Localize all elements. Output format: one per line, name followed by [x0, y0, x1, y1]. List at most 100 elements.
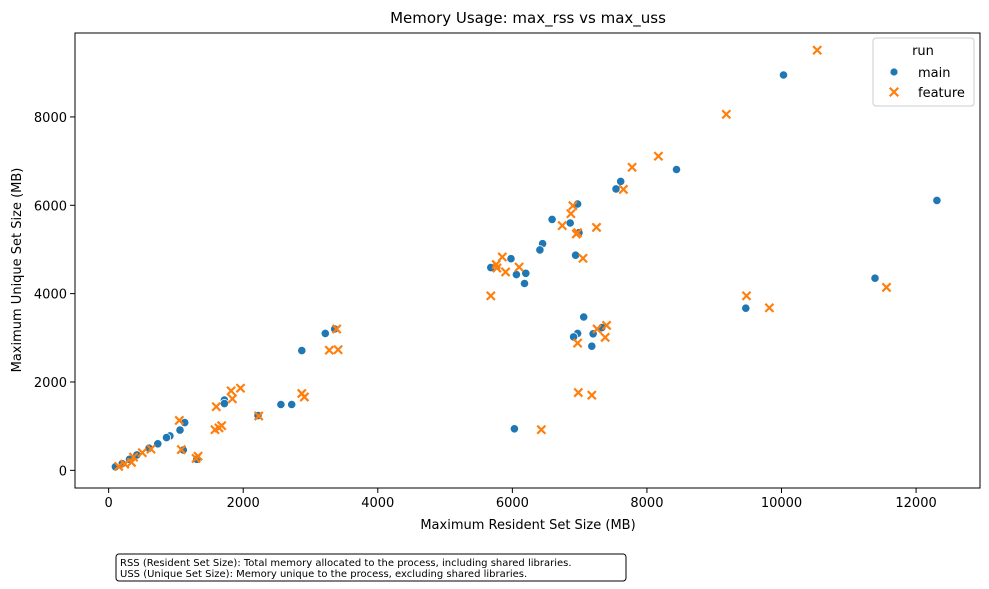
legend-main-label: main [918, 66, 950, 81]
point-main-12 [535, 245, 545, 255]
y-tick-label-0: 0 [59, 464, 67, 479]
y-axis-label: Maximum Unique Set Size (MB) [10, 168, 25, 373]
point-feature-49 [119, 459, 130, 469]
point-main-30 [276, 399, 286, 410]
point-main-35 [175, 425, 185, 435]
y-tick-label-3: 6000 [34, 199, 67, 214]
point-feature-24 [572, 338, 583, 348]
point-main-24 [587, 341, 597, 351]
point-feature-6 [568, 200, 578, 211]
point-main-9 [565, 218, 575, 228]
point-feature-4 [618, 184, 629, 195]
point-feature-28 [331, 324, 342, 334]
point-main-17 [521, 268, 531, 278]
note-line-rss: RSS (Resident Set Size): Total memory al… [120, 558, 572, 569]
point-main-1 [932, 195, 942, 205]
point-feature-16 [578, 253, 588, 264]
point-feature-46 [137, 447, 148, 458]
x-tick-label-4: 8000 [630, 496, 663, 511]
point-main-2 [870, 273, 880, 283]
y-tick-label-1: 2000 [34, 376, 67, 391]
plot-frame [74, 32, 981, 489]
x-tick-label-5: 10000 [761, 496, 802, 511]
legend: run main feature [872, 37, 975, 107]
point-feature-2 [653, 151, 664, 162]
point-main-6 [611, 184, 621, 194]
plot-background [75, 33, 980, 488]
point-main-23 [568, 332, 579, 342]
point-feature-7 [591, 222, 602, 233]
point-main-33 [219, 398, 229, 409]
point-main-26 [320, 328, 330, 338]
x-tick-label-2: 4000 [361, 496, 394, 511]
point-feature-27 [536, 424, 547, 435]
point-feature-1 [721, 109, 732, 120]
x-tick-label-0: 0 [105, 496, 113, 511]
point-feature-40 [210, 424, 220, 435]
point-feature-34 [226, 385, 236, 396]
point-main-27 [330, 324, 340, 334]
point-feature-26 [586, 390, 597, 401]
point-feature-23 [592, 324, 602, 334]
point-feature-0 [812, 45, 823, 56]
data-marks [110, 45, 942, 472]
point-main-10 [547, 214, 557, 224]
point-feature-14 [500, 267, 511, 277]
point-feature-19 [764, 302, 775, 313]
point-feature-50 [113, 461, 124, 472]
point-feature-20 [881, 282, 892, 293]
note-line-uss: USS (Unique Set Size): Memory unique to … [120, 569, 527, 580]
point-feature-18 [741, 290, 752, 301]
point-main-0 [778, 70, 789, 80]
point-feature-5 [566, 208, 576, 219]
point-feature-30 [333, 344, 343, 355]
point-feature-17 [485, 290, 496, 301]
chart-title: Memory Usage: max_rss vs max_uss [390, 9, 666, 28]
point-main-3 [741, 303, 751, 313]
x-tick-label-1: 2000 [227, 496, 260, 511]
point-feature-22 [600, 332, 611, 343]
point-feature-15 [514, 262, 524, 272]
point-main-37 [161, 432, 172, 443]
y-tick-label-2: 4000 [34, 288, 67, 303]
point-main-4 [671, 164, 682, 175]
legend-main-marker [889, 67, 899, 77]
point-feature-3 [627, 162, 637, 173]
legend-feature-label: feature [918, 86, 965, 101]
point-feature-41 [174, 415, 185, 426]
point-main-19 [579, 312, 589, 322]
y-tick-label-4: 8000 [34, 111, 67, 126]
point-main-28 [297, 345, 307, 356]
point-feature-33 [235, 383, 246, 394]
point-feature-48 [126, 457, 137, 468]
point-feature-36 [211, 401, 222, 412]
note-box: RSS (Resident Set Size): Total memory al… [115, 553, 627, 582]
axes: 0 2000 4000 6000 8000 10000 12000 0 2000 4000 6000… [34, 32, 981, 511]
point-feature-25 [573, 387, 584, 398]
point-feature-37 [253, 411, 264, 421]
point-feature-35 [227, 393, 238, 404]
x-axis-label: Maximum Resident Set Size (MB) [420, 518, 635, 533]
point-feature-9 [557, 220, 568, 231]
point-main-5 [616, 176, 626, 186]
point-feature-32 [299, 392, 310, 402]
point-main-16 [511, 269, 522, 280]
point-feature-13 [492, 263, 502, 273]
legend-title: run [912, 44, 934, 59]
legend-feature-marker [888, 86, 900, 98]
point-main-14 [506, 254, 516, 264]
point-main-18 [519, 278, 530, 289]
point-main-44 [178, 445, 188, 455]
point-feature-11 [571, 229, 582, 239]
x-tick-label-6: 12000 [895, 496, 936, 511]
x-tick-label-3: 6000 [496, 496, 529, 511]
note-frame [115, 553, 627, 582]
point-main-25 [509, 424, 520, 434]
point-feature-45 [146, 444, 156, 454]
plot-area [75, 33, 980, 488]
point-main-31 [287, 399, 297, 410]
point-feature-10 [497, 252, 508, 262]
point-feature-42 [176, 444, 187, 455]
point-feature-21 [601, 320, 612, 331]
